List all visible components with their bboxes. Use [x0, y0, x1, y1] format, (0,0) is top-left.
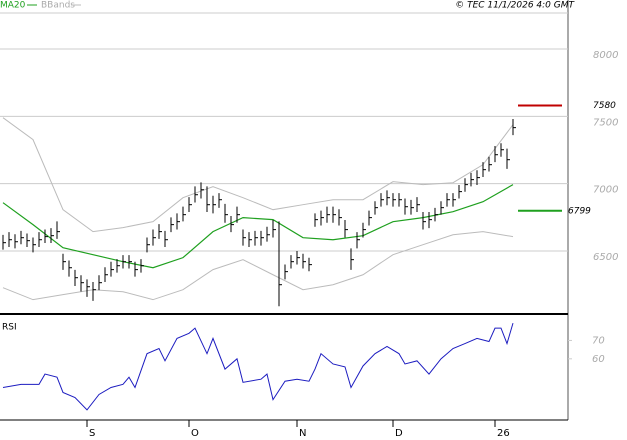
- x-tick-label: N: [299, 428, 306, 439]
- legend-ma: MA20: [0, 1, 26, 11]
- indicator-line: [2, 117, 514, 233]
- x-tick-label: S: [89, 428, 95, 439]
- indicator-line: [2, 231, 514, 301]
- level-label: 7580: [593, 101, 616, 111]
- y-tick-label: 7500: [593, 117, 618, 128]
- level-label: 6799: [568, 206, 591, 216]
- x-tick-label: D: [395, 428, 403, 439]
- rsi-line: [2, 323, 514, 411]
- y-tick-label: 8000: [593, 50, 618, 61]
- copyright: © TEC 11/1/2026 4:0 GMT: [455, 1, 575, 11]
- rsi-title: RSI: [2, 323, 17, 333]
- indicator-line: [2, 184, 514, 269]
- y-tick-label: 70: [592, 335, 605, 346]
- x-tick-label: 26: [497, 428, 510, 439]
- x-tick-label: O: [191, 428, 199, 439]
- y-tick-label: 60: [592, 354, 605, 365]
- y-tick-label: 7000: [593, 185, 618, 196]
- legend-bbands: BBands: [41, 1, 75, 11]
- y-tick-label: 6500: [593, 252, 618, 263]
